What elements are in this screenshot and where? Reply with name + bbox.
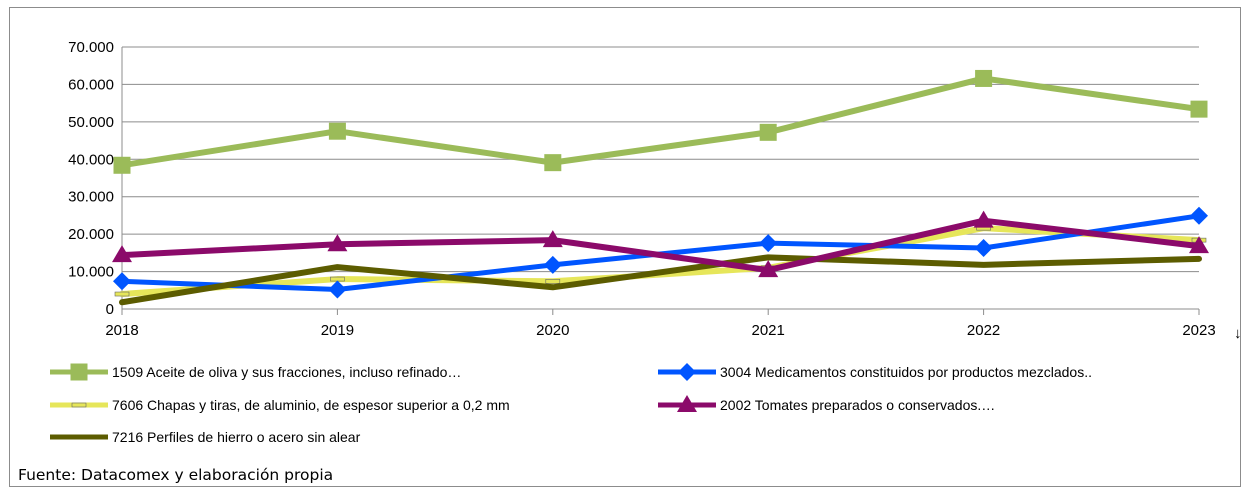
data-point	[542, 230, 563, 248]
series-4	[112, 210, 1209, 278]
data-point	[71, 402, 87, 408]
x-tick-label: 2020	[536, 322, 569, 339]
data-point	[328, 280, 347, 299]
data-point	[545, 279, 561, 284]
legend-item-3: 7606 Chapas y tiras, de aluminio, de esp…	[50, 397, 510, 413]
x-tick-label: 2019	[321, 322, 354, 339]
x-tick-label: 2023	[1182, 322, 1215, 339]
data-point	[759, 234, 778, 253]
x-tick-label: 2022	[967, 322, 1000, 339]
data-point	[678, 363, 696, 381]
series-1	[113, 69, 1208, 174]
data-point	[70, 363, 88, 381]
legend-label: 1509 Aceite de oliva y sus fracciones, i…	[112, 364, 461, 380]
data-point	[327, 234, 348, 252]
x-tick-label: 2018	[105, 322, 138, 339]
data-point	[113, 272, 131, 291]
series-line	[119, 217, 1202, 274]
axes: 0 10.000 20.000 30.000 40.000 50.000 60.000 70.…	[68, 39, 1241, 342]
x-tick-label: 2021	[752, 322, 785, 339]
data-point	[113, 156, 131, 174]
source-note: Fuente: Datacomex y elaboración propia	[18, 466, 334, 484]
series-layer	[112, 69, 1209, 306]
series-line	[119, 254, 1202, 306]
data-point	[543, 255, 562, 274]
y-tick-label: 60.000	[68, 76, 114, 93]
data-point	[1190, 100, 1208, 118]
legend-item-5: 7216 Perfiles de hierro o acero sin alea…	[50, 429, 361, 445]
legend-item-4: 2002 Tomates preparados o conservados.…	[658, 395, 995, 413]
y-tick-label: 30.000	[68, 189, 114, 206]
data-point	[975, 69, 993, 87]
series-5	[119, 254, 1202, 306]
data-point	[758, 260, 779, 278]
y-tick-label: 10.000	[68, 264, 114, 281]
data-point	[114, 291, 130, 297]
data-point	[544, 154, 562, 172]
data-point	[973, 210, 994, 228]
y-tick-label: 20.000	[68, 226, 114, 243]
legend-label: 7606 Chapas y tiras, de aluminio, de esp…	[112, 397, 510, 413]
last-category-marker: ↓	[1234, 325, 1242, 342]
legend-label: 2002 Tomates preparados o conservados.…	[720, 397, 995, 413]
data-point	[1189, 236, 1209, 254]
legend-item-1: 1509 Aceite de oliva y sus fracciones, i…	[50, 363, 461, 381]
legend-label: 7216 Perfiles de hierro o acero sin alea…	[112, 429, 361, 445]
series-line	[119, 75, 1202, 169]
legend-item-2: 3004 Medicamentos constituidos por produ…	[658, 363, 1092, 381]
data-point	[974, 238, 993, 257]
y-tick-label: 70.000	[68, 39, 114, 56]
data-point	[1190, 206, 1208, 225]
y-tick-label: 40.000	[68, 151, 114, 168]
legend-label: 3004 Medicamentos constituidos por produ…	[720, 364, 1092, 380]
data-point	[328, 122, 346, 140]
y-tick-label: 0	[106, 301, 114, 318]
legend: 1509 Aceite de oliva y sus fracciones, i…	[50, 363, 1092, 445]
y-tick-label: 50.000	[68, 114, 114, 131]
data-point	[330, 276, 345, 282]
data-point	[112, 245, 132, 263]
data-point	[677, 395, 697, 412]
data-point	[759, 123, 777, 141]
